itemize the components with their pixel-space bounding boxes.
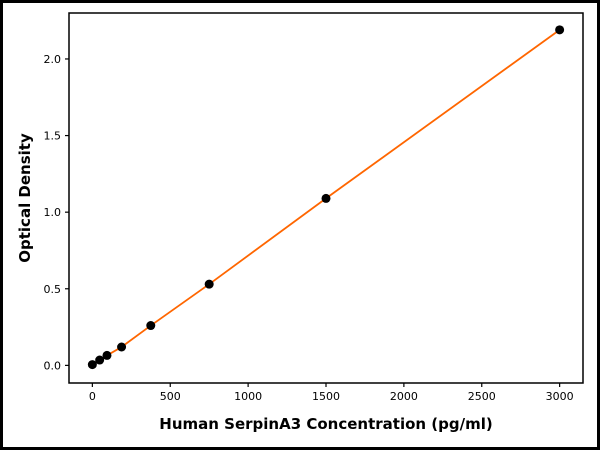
y-tick-label: 0.5: [44, 283, 62, 296]
data-point: [102, 350, 112, 360]
x-tick-label: 2000: [390, 390, 418, 403]
x-tick-label: 1500: [312, 390, 340, 403]
chart-plot-area: 0 500 1000 1500 2000 2500 3000 0.0 0.5 1.0 1.5 2.0: [44, 12, 584, 403]
data-point: [117, 342, 127, 352]
data-point: [87, 360, 97, 370]
x-axis-label: Human SerpinA3 Concentration (pg/ml): [159, 415, 493, 433]
data-point: [146, 321, 156, 331]
y-tick-label: 1.0: [44, 206, 62, 219]
x-tick-label: 0: [89, 390, 96, 403]
x-tick-label: 500: [160, 390, 181, 403]
x-tick-label: 2500: [468, 390, 496, 403]
x-tick-label: 3000: [546, 390, 574, 403]
y-axis-label: Optical Density: [16, 133, 34, 263]
data-point: [321, 193, 331, 203]
data-point: [204, 279, 214, 289]
x-tick-label: 1000: [234, 390, 262, 403]
data-point: [95, 355, 105, 365]
y-tick-label: 2.0: [44, 53, 62, 66]
y-tick-label: 0.0: [44, 359, 62, 372]
y-tick-label: 1.5: [44, 130, 62, 143]
data-point: [555, 25, 565, 35]
